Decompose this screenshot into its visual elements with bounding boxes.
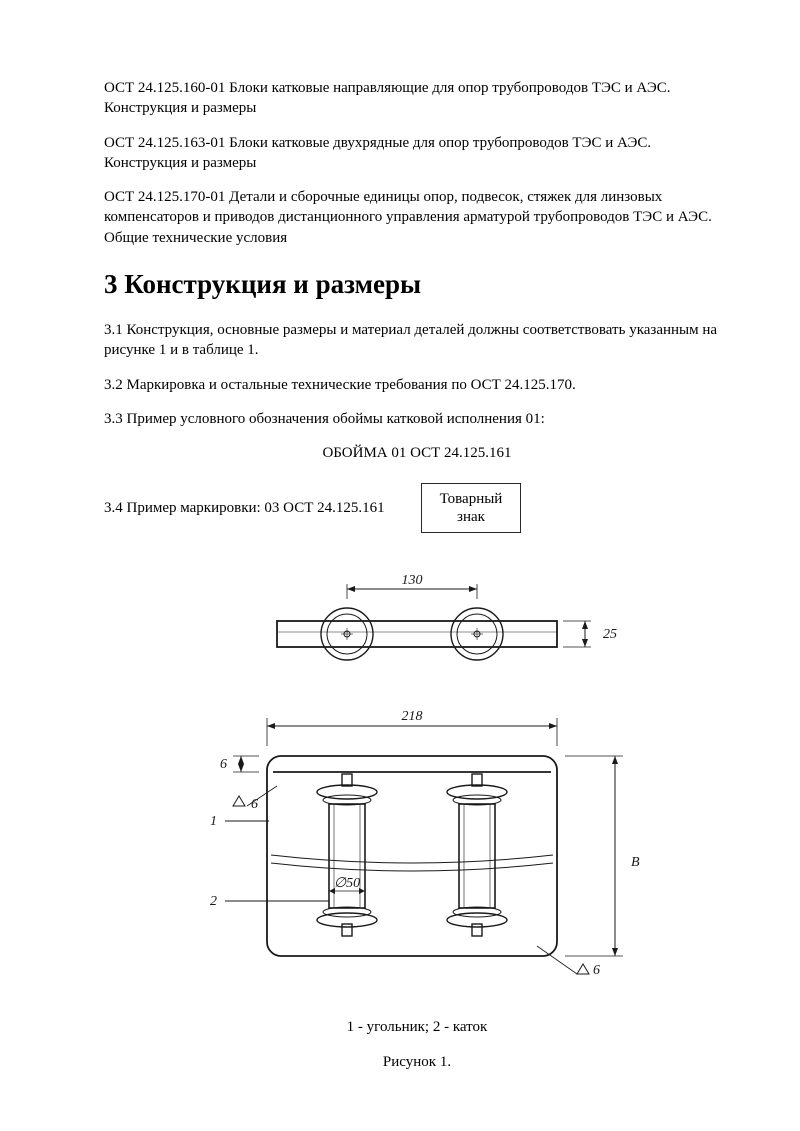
reference-paragraph: ОСТ 24.125.160-01 Блоки катковые направл… (104, 78, 730, 119)
trademark-box: Товарный знак (421, 483, 522, 533)
figure-legend: 1 - угольник; 2 - каток (104, 1017, 730, 1037)
svg-text:218: 218 (402, 709, 423, 724)
svg-text:130: 130 (402, 573, 423, 588)
technical-drawing-svg: 130 25 218 B 6 6 6 ∅50 1 2 (157, 561, 677, 1001)
designation-line: ОБОЙМА 01 ОСТ 24.125.161 (104, 443, 730, 463)
section-heading: 3 Конструкция и размеры (104, 266, 730, 302)
svg-text:2: 2 (210, 894, 217, 909)
body-paragraph: 3.4 Пример маркировки: 03 ОСТ 24.125.161 (104, 498, 385, 518)
svg-text:6: 6 (220, 757, 227, 772)
body-paragraph: 3.1 Конструкция, основные размеры и мате… (104, 320, 730, 361)
body-paragraph: 3.3 Пример условного обозначения обоймы … (104, 409, 730, 429)
figure-caption: Рисунок 1. (104, 1052, 730, 1072)
svg-text:1: 1 (210, 814, 217, 829)
svg-text:6: 6 (251, 797, 258, 812)
svg-text:B: B (631, 855, 640, 870)
body-paragraph: 3.2 Маркировка и остальные технические т… (104, 375, 730, 395)
reference-paragraph: ОСТ 24.125.163-01 Блоки катковые двухряд… (104, 133, 730, 174)
figure-1: 130 25 218 B 6 6 6 ∅50 1 2 1 - угольник; 2 - като… (104, 561, 730, 1072)
trademark-text: Товарный (440, 490, 503, 508)
svg-text:6: 6 (593, 963, 600, 978)
svg-text:∅50: ∅50 (334, 876, 360, 891)
trademark-text: знак (440, 508, 503, 526)
svg-text:25: 25 (603, 627, 617, 642)
marking-row: 3.4 Пример маркировки: 03 ОСТ 24.125.161… (104, 483, 730, 533)
reference-paragraph: ОСТ 24.125.170-01 Детали и сборочные еди… (104, 187, 730, 248)
